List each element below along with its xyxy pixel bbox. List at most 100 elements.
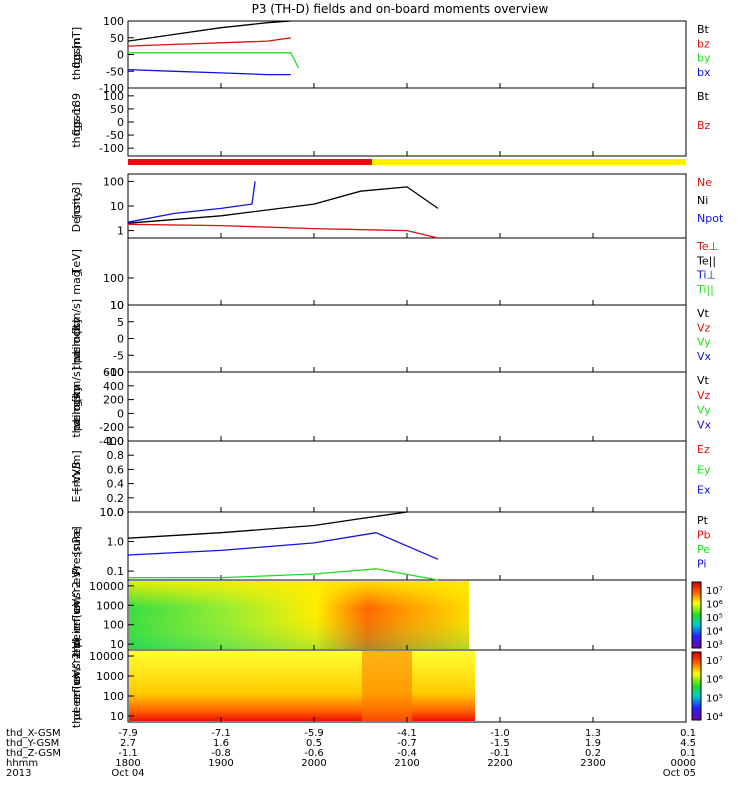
legend-density-1: Ni [697, 194, 708, 207]
electron-spectrogram-hot [362, 651, 412, 721]
y-tick-label: 10000 [89, 580, 124, 593]
quality-bar-red [128, 159, 372, 165]
y-tick-label: 200 [103, 394, 124, 407]
legend-velocity_i-3: Vx [697, 418, 712, 431]
ephemeris-value: 2200 [487, 758, 512, 769]
y-axis-label-line: en [70, 690, 83, 704]
y-axis-label: thdpeimvelocitygsm[km/s] [70, 367, 83, 438]
quality-bar-yellow [372, 159, 686, 165]
legend-fgs-3: bx [697, 66, 711, 79]
y-axis-label-line: (cm^2-s- [70, 639, 83, 690]
panel-frame [127, 87, 687, 157]
legend-pressure-2: Pe [697, 543, 710, 556]
colorbar-label: 10⁷ [706, 656, 723, 667]
y-tick-label: -200 [99, 421, 124, 434]
y-axis-label-line: [mV/m] [70, 450, 83, 491]
ephemeris-value: 1900 [208, 758, 233, 769]
ephemeris-value: 4.5 [680, 738, 696, 749]
y-tick-label: 10.0 [100, 506, 125, 519]
y-axis-label-line: gsm [70, 37, 83, 60]
y-axis-label-line: [cm-3] [70, 182, 83, 218]
series-density-Ni [127, 186, 439, 224]
ephemeris-value: -0.8 [211, 748, 231, 759]
legend-pressure-0: Pt [697, 514, 709, 527]
y-axis-label-line: thd [70, 129, 83, 147]
y-axis-label-line: fgs [70, 119, 83, 136]
y-axis-label-line: -189 [70, 93, 83, 118]
y-axis-label-line: thd [70, 419, 83, 437]
colorbar-label: 10⁴ [706, 627, 723, 638]
legend-fgs-0: Bt [697, 23, 710, 36]
y-tick-label: 600 [103, 366, 124, 379]
y-axis-label: thdpeerenefluxeV/(cm^2-s-sr-eV) [70, 637, 83, 728]
y-axis-label-line: [nT] [70, 27, 83, 49]
legend-temperature-3: Ti|| [696, 283, 714, 296]
series-fgs-bz [127, 37, 291, 47]
y-axis-label-line: peir [70, 626, 83, 648]
ephemeris-value: -0.1 [490, 748, 510, 759]
ephemeris-value: -0.4 [397, 748, 417, 759]
ephemeris-value: 0.1 [680, 748, 696, 759]
legend-efield-2: Ex [697, 484, 711, 497]
y-tick-label: 5 [117, 316, 124, 329]
ephemeris-row-label: thd_X-GSM [6, 728, 61, 739]
colorbar [691, 581, 702, 649]
y-tick-label: 10 [110, 710, 124, 723]
ephemeris-year: 2013 [6, 768, 31, 779]
y-tick-label: -10 [106, 366, 124, 379]
legend-fgs-1: bz [697, 37, 710, 50]
y-axis-label-line: velocity [70, 317, 83, 360]
y-axis-label-line: [nPa] [70, 526, 83, 554]
y-axis-label-line: eflux [70, 601, 83, 629]
y-axis-label-line: en [70, 619, 83, 633]
y-axis-label: thdpeimvelocitydsl[km/s] [70, 299, 83, 370]
y-axis-label-line: eV/ [70, 595, 83, 613]
ephemeris-value: -5.9 [304, 728, 324, 739]
ephemeris-value: 2100 [394, 758, 419, 769]
series-fgs-bx [127, 68, 291, 76]
y-tick-label: 100 [103, 90, 124, 103]
y-axis-label-line: mag [70, 270, 83, 294]
y-axis-label-line: eflux [70, 672, 83, 700]
colorbar-label: 10⁴ [706, 712, 723, 723]
ephemeris-value: -0.6 [304, 748, 324, 759]
y-tick-label: 10 [110, 299, 124, 312]
y-axis-label-line: fgs [70, 51, 83, 68]
y-axis-label-line: gsm [70, 105, 83, 128]
y-tick-label: 0.4 [107, 478, 125, 491]
colorbar-label: 10⁷ [706, 586, 723, 597]
ephemeris-row-label: hhmm [6, 758, 38, 769]
electron-spectrogram [129, 651, 475, 721]
y-tick-label: 0.6 [107, 463, 125, 476]
y-tick-label: 0.1 [107, 565, 125, 578]
y-axis-label-line: (cm^2-s- [70, 568, 83, 619]
series-pressure-Pt [127, 511, 408, 539]
ephemeris-value: -1.0 [490, 728, 510, 739]
y-tick-label: 400 [103, 380, 124, 393]
y-axis-label-line: peer [70, 695, 83, 721]
ephemeris-value: -1.1 [118, 748, 138, 759]
y-axis-label-line: T [70, 268, 83, 276]
legend-velocity_e-2: Vy [697, 336, 711, 349]
colorbar-label: 10³ [706, 640, 723, 651]
y-axis-label: Density[cm-3] [70, 182, 83, 232]
y-axis-label-line: thd [70, 62, 83, 80]
legend-fgs_dsl-1: Bz [697, 119, 711, 132]
y-axis-label-line: Density [70, 190, 83, 232]
y-axis-label-line: [eV] [70, 249, 83, 272]
panel-frame [127, 20, 687, 89]
panel-frame [127, 440, 687, 513]
ephemeris-value: 1.6 [213, 738, 229, 749]
ephemeris-value: 1.3 [585, 728, 601, 739]
legend-pressure-1: Pb [697, 529, 711, 542]
y-tick-label: 100 [103, 15, 124, 28]
series-density-Npot [127, 181, 256, 223]
ephemeris-date-start: Oct 04 [111, 768, 144, 779]
y-axis-label: thdfgsgsm[nT] [70, 27, 83, 80]
legend-velocity_e-0: Vt [697, 307, 710, 320]
y-tick-label: 0.2 [107, 492, 125, 505]
